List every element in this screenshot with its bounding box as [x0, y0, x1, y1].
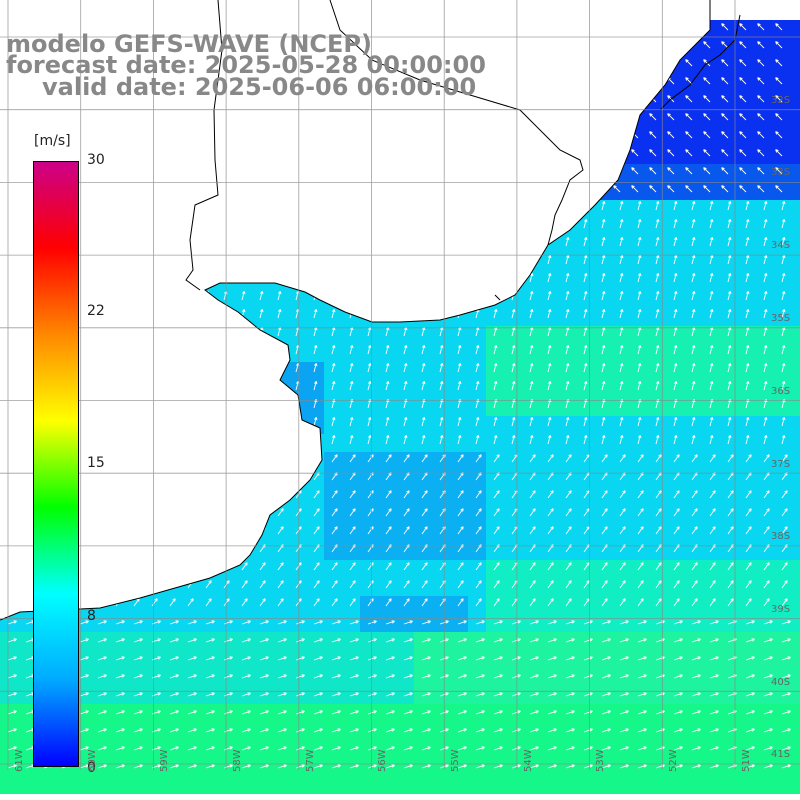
forecast-date: forecast date: 2025-05-28 00:00:00: [6, 51, 486, 79]
lon-label: 56W: [377, 749, 388, 772]
colorbar-tick-8: 8: [87, 608, 96, 624]
lon-label: 52W: [668, 749, 679, 772]
colorbar-tick-30: 30: [87, 152, 105, 168]
lat-label: 36S: [771, 386, 791, 397]
lat-label: 38S: [771, 531, 791, 542]
lon-label: 57W: [305, 749, 316, 772]
lon-label: 61W: [14, 749, 25, 772]
lat-label: 41S: [771, 749, 791, 760]
colorbar-unit: [m/s]: [34, 133, 71, 149]
lon-label: 54W: [523, 749, 534, 772]
lat-label: 40S: [771, 677, 791, 688]
model-title: modelo GEFS-WAVE (NCEP): [6, 30, 372, 58]
lat-label: 39S: [771, 604, 791, 615]
lat-label: 33S: [771, 167, 791, 178]
lon-label: 58W: [232, 749, 243, 772]
lon-label: 51W: [741, 749, 752, 772]
valid-date: valid date: 2025-06-06 06:00:00: [42, 73, 477, 101]
lat-lon-grid: [0, 0, 800, 770]
lat-label: 32S: [771, 95, 791, 106]
country-border: [185, 0, 741, 301]
colorbar-tick-22: 22: [87, 303, 105, 319]
lon-label: 55W: [450, 749, 461, 772]
colorbar: [33, 161, 79, 767]
land-mass: [0, 0, 710, 620]
coastline: [0, 0, 711, 621]
lat-label: 37S: [771, 459, 791, 470]
lon-label: 53W: [595, 749, 606, 772]
lat-label: 34S: [771, 240, 791, 251]
colorbar-tick-0: 0: [87, 760, 96, 776]
lat-label: 35S: [771, 313, 791, 324]
lon-label: 60W: [87, 749, 98, 772]
colorbar-tick-15: 15: [87, 455, 105, 471]
lon-label: 59W: [159, 749, 170, 772]
